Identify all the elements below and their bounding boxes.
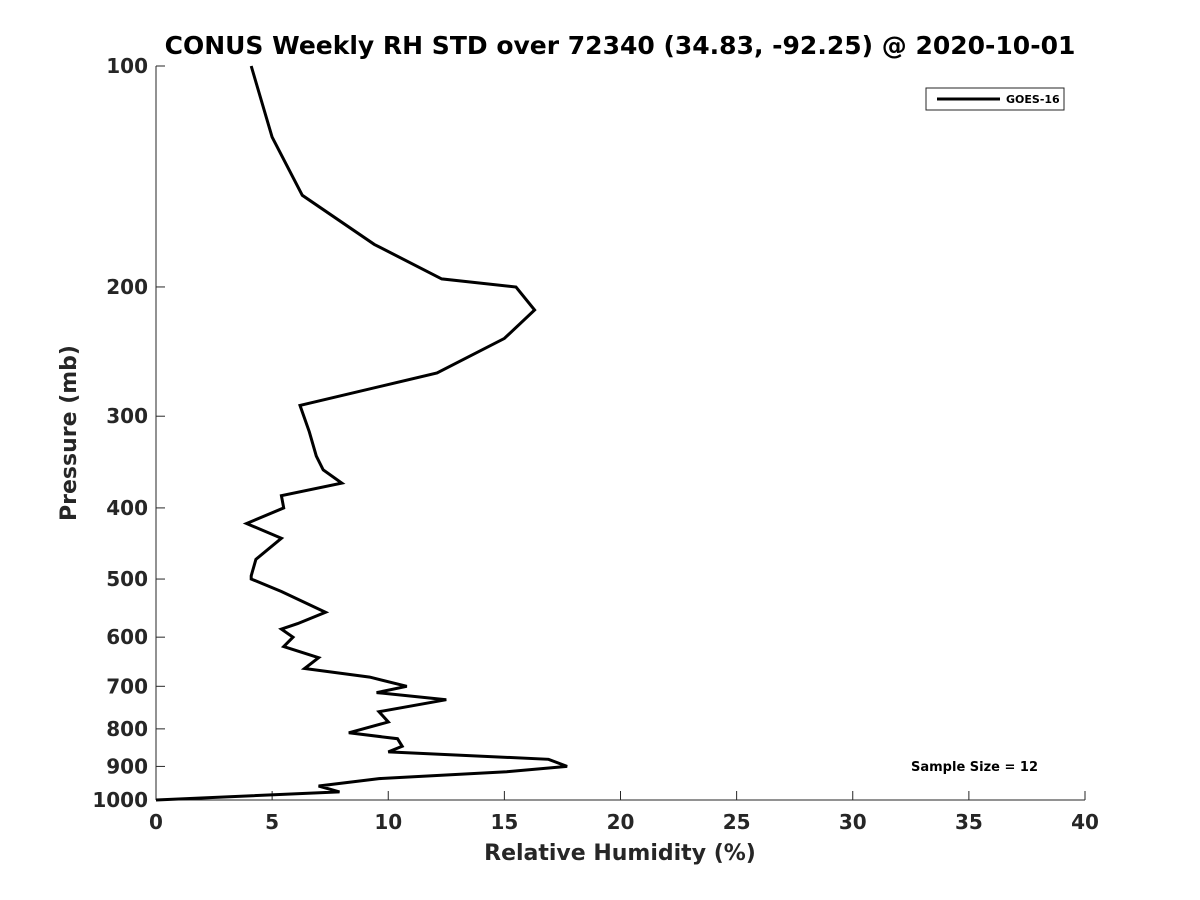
- x-axis-ticks: 0 5 10 15 20 25 30 35 40: [149, 791, 1099, 834]
- y-tick-label: 200: [106, 275, 148, 299]
- y-tick-label: 100: [106, 54, 148, 78]
- x-tick-label: 15: [490, 810, 518, 834]
- legend-label-goes-16: GOES-16: [1006, 93, 1060, 106]
- y-tick-label: 500: [106, 567, 148, 591]
- y-axis-label: Pressure (mb): [57, 345, 82, 521]
- y-tick-label: 300: [106, 404, 148, 428]
- sample-size-annotation: Sample Size = 12: [911, 760, 1038, 775]
- x-tick-label: 5: [265, 810, 279, 834]
- x-tick-label: 0: [149, 810, 163, 834]
- x-axis-label: Relative Humidity (%): [484, 841, 756, 866]
- x-tick-label: 35: [955, 810, 983, 834]
- legend: GOES-16: [925, 87, 1065, 111]
- y-axis-ticks: 100 200 300 400 500 600 700 800 900 1000: [92, 54, 165, 812]
- x-tick-label: 40: [1071, 810, 1099, 834]
- y-tick-label: 900: [106, 754, 148, 778]
- y-tick-label: 700: [106, 674, 148, 698]
- x-tick-label: 20: [607, 810, 635, 834]
- y-tick-label: 600: [106, 625, 148, 649]
- series-line-goes-16: [155, 65, 568, 802]
- y-tick-label: 400: [106, 496, 148, 520]
- series-layer: [155, 65, 568, 802]
- y-tick-label: 1000: [92, 788, 148, 812]
- x-tick-label: 30: [839, 810, 867, 834]
- y-tick-label: 800: [106, 717, 148, 741]
- x-tick-label: 10: [374, 810, 402, 834]
- chart-title: CONUS Weekly RH STD over 72340 (34.83, -…: [165, 31, 1076, 60]
- x-tick-label: 25: [723, 810, 751, 834]
